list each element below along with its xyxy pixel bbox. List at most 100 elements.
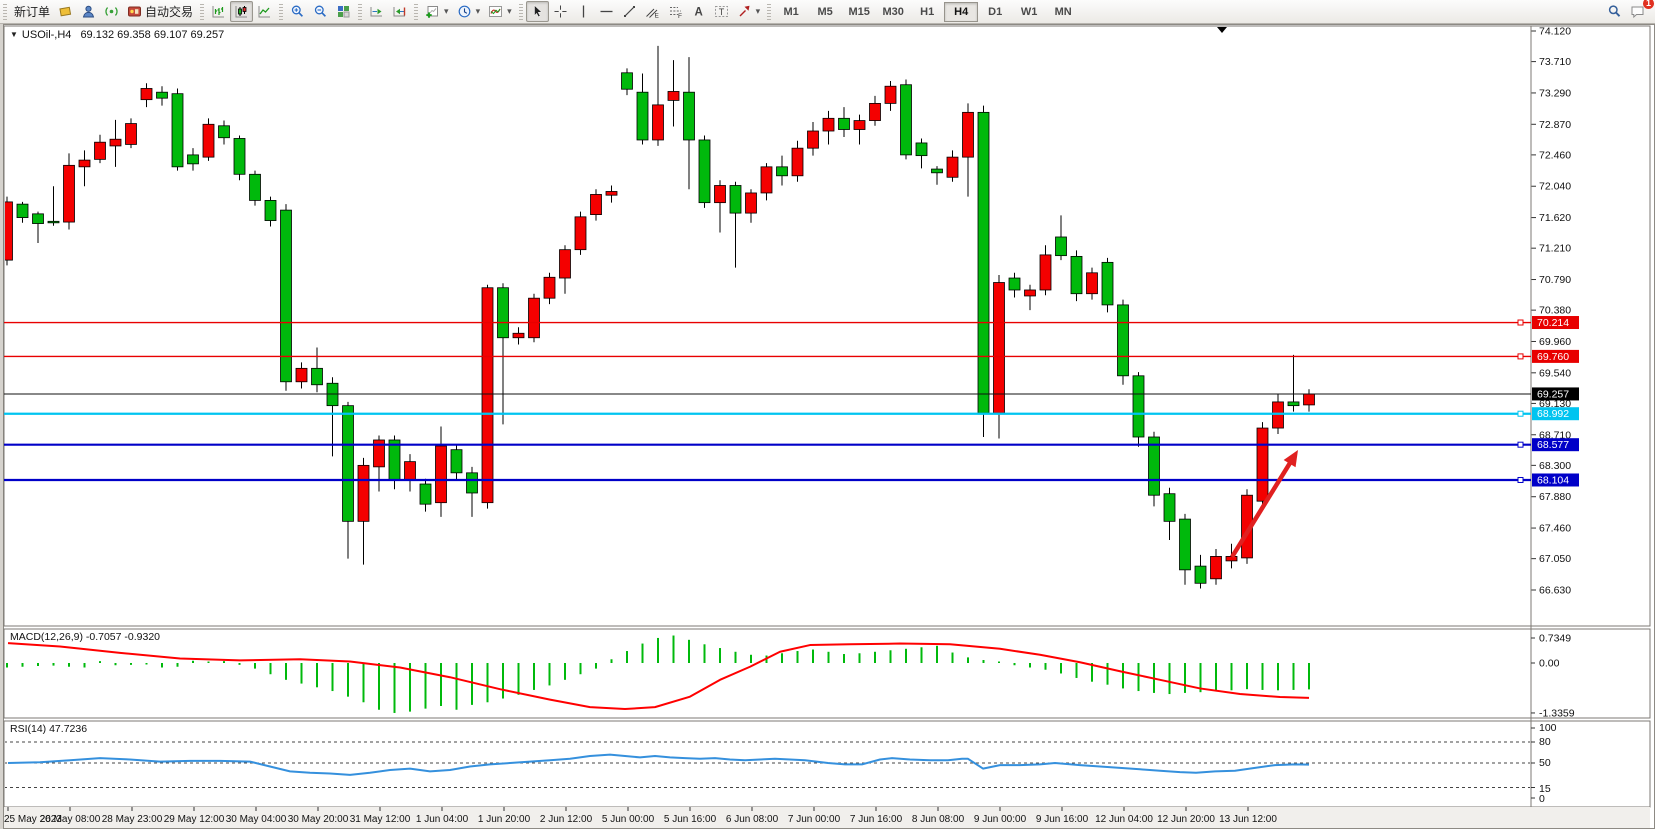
timeframe-d1-button[interactable]: D1 (978, 2, 1012, 22)
price-tick-label: 69.960 (1539, 336, 1571, 348)
arrows-button[interactable]: ▾ (733, 1, 765, 22)
toolbar-grip[interactable] (279, 3, 284, 20)
candle-body (264, 200, 277, 221)
dropdown-caret-icon[interactable]: ▾ (475, 6, 481, 16)
timeframe-w1-button[interactable]: W1 (1012, 2, 1046, 22)
candle-body (667, 91, 680, 101)
profile-icon[interactable] (77, 1, 100, 22)
timeframe-mn-button[interactable]: MN (1046, 2, 1080, 22)
timeframe-m30-button[interactable]: M30 (876, 2, 910, 22)
candle-body (574, 216, 587, 251)
timeframe-h1-button[interactable]: H1 (910, 2, 944, 22)
toolbar-grip[interactable] (518, 3, 523, 20)
toolbar-grip[interactable] (200, 3, 205, 20)
candlestick-button[interactable] (230, 1, 254, 22)
candle-body (16, 203, 29, 218)
dropdown-caret-icon[interactable]: ▾ (755, 6, 761, 16)
search-glyph (1608, 5, 1621, 17)
main-price-pane[interactable] (3, 25, 1651, 627)
chart-title: ▼ USOil-,H4 69.132 69.358 69.107 69.257 (10, 29, 224, 41)
timeframe-h4-button-label: H4 (954, 5, 969, 18)
candle-body (1303, 393, 1315, 406)
level-price-badge: 68.104 (1532, 473, 1579, 487)
chat-button[interactable]: 1 (1626, 0, 1654, 22)
price-tick-label: 71.210 (1539, 243, 1571, 255)
candle-body (760, 166, 773, 194)
candle-body (962, 111, 974, 158)
autotrade-glyph (128, 6, 142, 17)
level-line-handle[interactable] (1517, 319, 1524, 326)
scroll-end-glyph (370, 7, 383, 17)
svg-text:68.992: 68.992 (1537, 408, 1569, 420)
level-line-handle[interactable] (1517, 410, 1524, 417)
text-label-button[interactable]: T (710, 1, 733, 22)
timeframe-m1-button[interactable]: M1 (774, 2, 808, 22)
candle-body (311, 367, 323, 386)
candle-body (326, 382, 339, 407)
candle-body (853, 120, 866, 130)
tile-windows-button[interactable] (332, 1, 355, 22)
channel-button[interactable]: E (641, 1, 664, 22)
candle-body (63, 164, 75, 223)
price-tick-label: 70.380 (1539, 305, 1571, 317)
bar-chart-button[interactable] (207, 1, 230, 22)
toolbar-grip[interactable] (767, 3, 772, 20)
price-tick-label: 72.460 (1539, 149, 1571, 161)
candle-body (481, 287, 494, 504)
rsi-axis-label: 50 (1539, 757, 1551, 769)
price-tick-label: 66.630 (1539, 585, 1571, 597)
search-button[interactable] (1603, 1, 1626, 22)
time-tick-label: 30 May 20:00 (288, 814, 349, 825)
vertical-line-button[interactable] (572, 1, 595, 22)
timeframe-h1-button-label: H1 (920, 5, 935, 18)
toolbar-grip[interactable] (3, 3, 7, 20)
level-line-handle[interactable] (1517, 476, 1524, 483)
scroll-to-end-button[interactable] (365, 1, 388, 22)
signal-icon[interactable] (100, 1, 123, 22)
time-marker-triangle[interactable] (1217, 27, 1227, 33)
candle-body (512, 332, 525, 339)
line-chart-button[interactable] (253, 1, 276, 22)
text-glyph: A (694, 7, 702, 19)
timeframe-h4-button[interactable]: H4 (944, 1, 979, 22)
dropdown-caret-icon[interactable]: ▾ (507, 6, 512, 16)
price-tick-label: 73.290 (1539, 87, 1571, 99)
zoom-out-button[interactable] (309, 1, 332, 22)
auto-scroll-button[interactable] (388, 1, 411, 22)
macd-pane[interactable] (3, 628, 1651, 719)
dropdown-caret-icon[interactable]: ▾ (444, 6, 449, 16)
new-chart-glyph (426, 6, 439, 18)
trendline-glyph (623, 6, 635, 17)
rsi-pane[interactable] (3, 720, 1651, 808)
toolbar-grip[interactable] (414, 3, 419, 20)
timeframe-m30-button-label: M30 (882, 5, 904, 18)
new-chart-button[interactable]: ▾ (421, 1, 453, 22)
time-tick-label: 29 May 12:00 (164, 814, 225, 825)
timeframe-m5-button[interactable]: M5 (808, 2, 842, 22)
timeframe-m15-button[interactable]: M15 (842, 2, 876, 22)
horizontal-line-button[interactable] (595, 1, 618, 22)
zoom-in-button[interactable] (286, 1, 309, 22)
fibonacci-button[interactable]: F (664, 1, 687, 22)
auto-trading-button[interactable]: 自动交易 (123, 1, 197, 22)
text-button[interactable]: A (687, 1, 710, 22)
level-line-handle[interactable] (1517, 441, 1524, 448)
period-button[interactable]: ▾ (453, 1, 485, 22)
cursor-button[interactable] (525, 1, 549, 22)
indicators-button[interactable]: ▾ (484, 1, 516, 22)
toolbar-grip[interactable] (358, 3, 363, 20)
trend-arrow-annotation[interactable] (1230, 450, 1298, 559)
svg-text:69.257: 69.257 (1537, 388, 1569, 400)
candle-body (1008, 277, 1021, 291)
time-tick-label: 12 Jun 20:00 (1157, 814, 1215, 825)
symbol-dropdown-icon[interactable]: ▼ (10, 30, 18, 39)
timeframe-m15-button-label: M15 (848, 5, 870, 18)
new-order-button[interactable]: 新订单 (10, 1, 54, 22)
candle-body (404, 461, 416, 481)
trendline-button[interactable] (618, 1, 641, 22)
cursor-glyph (533, 4, 542, 18)
market-watch-icon[interactable] (54, 1, 77, 22)
level-line-handle[interactable] (1517, 353, 1524, 360)
crosshair-button[interactable] (549, 1, 572, 22)
